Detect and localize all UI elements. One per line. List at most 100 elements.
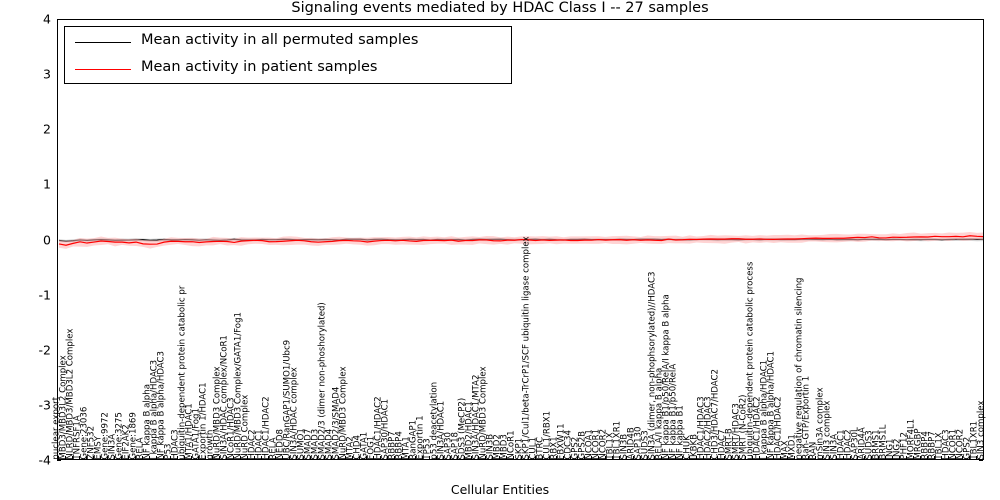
y-tick-mark [979, 460, 983, 461]
x-tick-mark [716, 456, 718, 460]
x-tick-mark [674, 456, 676, 460]
x-tick-mark [58, 456, 59, 460]
x-tick-mark [352, 456, 354, 460]
x-axis-label: Cellular Entities [450, 482, 550, 497]
x-tick-mark [891, 456, 893, 460]
x-tick-mark [653, 456, 655, 460]
x-tick-mark [835, 456, 837, 460]
x-tick-mark [114, 456, 116, 460]
y-tick-label: -4 [38, 452, 51, 468]
x-tick-mark [983, 456, 984, 460]
y-tick-label: -3 [38, 397, 51, 413]
x-tick-mark [226, 456, 228, 460]
x-tick-mark [212, 456, 214, 460]
legend-item-permuted: Mean activity in all permuted samples [65, 29, 511, 55]
x-tick-mark [632, 456, 634, 460]
x-tick-mark [79, 456, 81, 460]
x-tick-mark [184, 456, 186, 460]
x-tick-mark [128, 456, 130, 460]
patient-band [59, 232, 983, 249]
x-tick-mark [884, 456, 886, 460]
x-tick-mark [520, 456, 522, 460]
x-tick-mark [604, 456, 606, 460]
x-tick-mark [100, 456, 102, 460]
y-tick-mark [57, 460, 61, 461]
x-tick-mark [541, 456, 543, 460]
x-tick-mark [576, 456, 578, 460]
legend-swatch-patient [75, 69, 131, 71]
x-tick-mark [310, 456, 312, 460]
x-tick-mark [331, 456, 333, 460]
x-tick-mark [506, 456, 508, 460]
x-tick-mark [877, 456, 879, 460]
x-tick-mark [219, 456, 221, 460]
x-tick-mark [597, 456, 599, 460]
x-tick-mark [660, 456, 662, 460]
x-tick-mark [86, 456, 88, 460]
x-tick-mark [870, 456, 872, 460]
chart-legend: Mean activity in all permuted samples Me… [64, 26, 512, 84]
x-tick-mark [961, 456, 963, 460]
x-tick-mark [744, 456, 746, 460]
x-tick-mark [751, 456, 753, 460]
x-tick-mark [359, 456, 361, 460]
x-tick-mark [919, 456, 921, 460]
x-tick-mark [429, 456, 431, 460]
x-tick-mark [513, 456, 515, 460]
x-tick-mark [527, 456, 529, 460]
x-tick-mark [821, 456, 823, 460]
x-tick-mark [415, 456, 417, 460]
x-tick-mark [478, 456, 480, 460]
x-tick-mark [499, 456, 501, 460]
x-tick-mark [786, 456, 788, 460]
x-tick-mark [863, 456, 865, 460]
plot-svg [58, 232, 983, 249]
x-tick-mark [163, 456, 165, 460]
legend-label-patient: Mean activity in patient samples [141, 59, 378, 75]
x-tick-mark [639, 456, 641, 460]
x-tick-mark [254, 456, 256, 460]
x-tick-mark [324, 456, 326, 460]
x-tick-mark [709, 456, 711, 460]
x-tick-mark [779, 456, 781, 460]
x-tick-mark [800, 456, 802, 460]
x-tick-mark [317, 456, 319, 460]
x-tick-mark [471, 456, 473, 460]
x-tick-mark [387, 456, 389, 460]
x-tick-mark [135, 456, 137, 460]
x-tick-mark [177, 456, 179, 460]
x-tick-mark [443, 456, 445, 460]
x-tick-mark [450, 456, 452, 460]
y-tick-label: 3 [43, 66, 51, 82]
x-tick-label: SKP1/Cul1/beta-TrCrP1/SCF ubiquitin liga… [520, 236, 531, 460]
y-tick-label: 2 [43, 121, 51, 137]
x-tick-mark [373, 456, 375, 460]
x-tick-mark [688, 456, 690, 460]
plot-area [57, 19, 984, 460]
legend-item-patient: Mean activity in patient samples [65, 56, 511, 82]
x-tick-mark [366, 456, 368, 460]
x-tick-mark [345, 456, 347, 460]
x-tick-mark [170, 456, 172, 460]
x-tick-mark [590, 456, 592, 460]
x-tick-mark [65, 456, 66, 460]
x-tick-mark [975, 456, 977, 460]
x-tick-mark [555, 456, 557, 460]
x-tick-mark [121, 456, 123, 460]
x-tick-mark [702, 456, 704, 460]
x-tick-mark [618, 456, 620, 460]
x-tick-mark [303, 456, 305, 460]
x-tick-mark [793, 456, 795, 460]
chart-title: Signaling events mediated by HDAC Class … [291, 0, 709, 16]
legend-swatch-permuted [75, 42, 131, 44]
x-tick-mark [464, 456, 466, 460]
x-tick-mark [268, 456, 270, 460]
x-tick-mark [142, 456, 144, 460]
x-tick-mark [338, 456, 340, 460]
x-tick-mark [548, 456, 550, 460]
x-tick-mark [646, 456, 648, 460]
x-tick-mark [401, 456, 403, 460]
x-tick-mark [842, 456, 844, 460]
x-tick-mark [275, 456, 277, 460]
x-tick-mark [156, 456, 158, 460]
